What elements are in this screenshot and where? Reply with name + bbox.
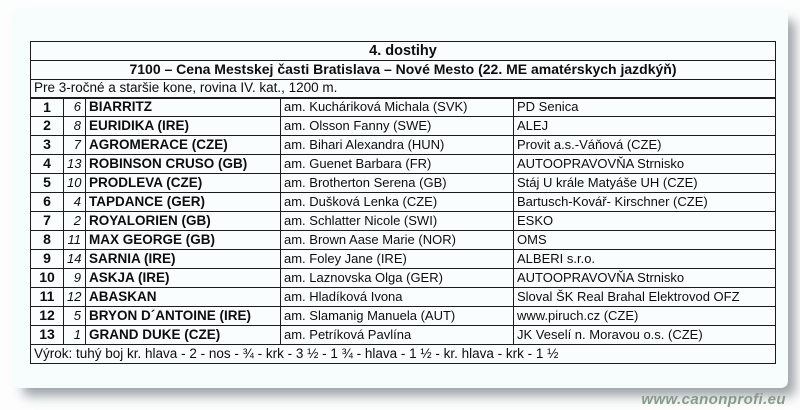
owner-name-cell: OMS (513, 230, 776, 250)
rider-name-cell: am. Bihari Alexandra (HUN) (280, 135, 514, 155)
horse-name-cell: TAPDANCE (GER) (85, 192, 281, 212)
result-row: 9 14 SARNIA (IRE) am. Foley Jane (IRE) A… (30, 249, 776, 269)
finish-place-cell: 2 (30, 116, 64, 136)
horse-name-cell: GRAND DUKE (CZE) (85, 325, 281, 345)
program-number-cell: 6 (63, 97, 86, 117)
horse-name-cell: ASKJA (IRE) (85, 268, 281, 288)
owner-name-cell: Sloval ŠK Real Brahal Elektrovod OFZ (513, 287, 776, 307)
program-number-cell: 9 (63, 268, 86, 288)
rider-name-cell: am. Guenet Barbara (FR) (280, 154, 514, 174)
rider-name-cell: am. Hladíková Ivona (280, 287, 514, 307)
owner-name-cell: Stáj U krále Matyáše UH (CZE) (513, 173, 776, 193)
finish-place-cell: 9 (30, 249, 64, 269)
rider-name-cell: am. Brown Aase Marie (NOR) (280, 230, 514, 250)
finish-place-cell: 6 (30, 192, 64, 212)
result-row: 8 11 MAX GEORGE (GB) am. Brown Aase Mari… (30, 230, 776, 250)
owner-name-cell: ALBERI s.r.o. (513, 249, 776, 269)
horse-name-cell: PRODLEVA (CZE) (85, 173, 281, 193)
rider-name-cell: am. Schlatter Nicole (SWI) (280, 211, 514, 231)
verdict-row: Výrok: tuhý boj kr. hlava - 2 - nos - ¾ … (30, 344, 776, 364)
result-row: 12 5 BRYON D´ANTOINE (IRE) am. Slamanig … (30, 306, 776, 326)
program-number-cell: 1 (63, 325, 86, 345)
program-number-cell: 11 (63, 230, 86, 250)
horse-name-cell: MAX GEORGE (GB) (85, 230, 281, 250)
rider-name-cell: am. Laznovska Olga (GER) (280, 268, 514, 288)
owner-name-cell: ESKO (513, 211, 776, 231)
race-name: 7100 – Cena Mestskej časti Bratislava – … (30, 60, 776, 80)
race-title-row: 4. dostihy (30, 40, 776, 62)
watermark-text: www.canonprofi.eu (641, 391, 786, 408)
program-number-cell: 13 (63, 154, 86, 174)
race-results-table: 4. dostihy 7100 – Cena Mestskej časti Br… (30, 40, 776, 364)
race-conditions: Pre 3-ročné a staršie kone, rovina IV. k… (30, 78, 776, 99)
rider-name-cell: am. Foley Jane (IRE) (280, 249, 514, 269)
rider-name-cell: am. Dušková Lenka (CZE) (280, 192, 514, 212)
horse-name-cell: AGROMERACE (CZE) (85, 135, 281, 155)
program-number-cell: 7 (63, 135, 86, 155)
result-row: 1 6 BIARRITZ am. Kucháriková Michala (SV… (30, 97, 776, 117)
rider-name-cell: am. Brotherton Serena (GB) (280, 173, 514, 193)
finish-place-cell: 3 (30, 135, 64, 155)
program-number-cell: 12 (63, 287, 86, 307)
finish-place-cell: 4 (30, 154, 64, 174)
horse-name-cell: ROBINSON CRUSO (GB) (85, 154, 281, 174)
race-name-row: 7100 – Cena Mestskej časti Bratislava – … (30, 60, 776, 80)
rider-name-cell: am. Olsson Fanny (SWE) (280, 116, 514, 136)
program-number-cell: 2 (63, 211, 86, 231)
finish-place-cell: 12 (30, 306, 64, 326)
rider-name-cell: am. Petríková Pavlína (280, 325, 514, 345)
race-title: 4. dostihy (30, 40, 776, 62)
owner-name-cell: JK Veselí n. Moravou o.s. (CZE) (513, 325, 776, 345)
result-row: 7 2 ROYALORIEN (GB) am. Schlatter Nicole… (30, 211, 776, 231)
horse-name-cell: SARNIA (IRE) (85, 249, 281, 269)
result-row: 4 13 ROBINSON CRUSO (GB) am. Guenet Barb… (30, 154, 776, 174)
finish-place-cell: 10 (30, 268, 64, 288)
program-number-cell: 14 (63, 249, 86, 269)
rider-name-cell: am. Slamanig Manuela (AUT) (280, 306, 514, 326)
program-number-cell: 10 (63, 173, 86, 193)
program-number-cell: 4 (63, 192, 86, 212)
owner-name-cell: www.piruch.cz (CZE) (513, 306, 776, 326)
result-row: 2 8 EURIDIKA (IRE) am. Olsson Fanny (SWE… (30, 116, 776, 136)
owner-name-cell: Bartusch-Kovář- Kirschner (CZE) (513, 192, 776, 212)
result-row: 13 1 GRAND DUKE (CZE) am. Petríková Pavl… (30, 325, 776, 345)
owner-name-cell: AUTOOPRAVOVŇA Strnisko (513, 154, 776, 174)
finish-place-cell: 11 (30, 287, 64, 307)
result-row: 5 10 PRODLEVA (CZE) am. Brotherton Seren… (30, 173, 776, 193)
verdict-text: Výrok: tuhý boj kr. hlava - 2 - nos - ¾ … (30, 344, 776, 364)
result-row: 10 9 ASKJA (IRE) am. Laznovska Olga (GER… (30, 268, 776, 288)
horse-name-cell: ABASKAN (85, 287, 281, 307)
program-number-cell: 8 (63, 116, 86, 136)
finish-place-cell: 13 (30, 325, 64, 345)
program-number-cell: 5 (63, 306, 86, 326)
owner-name-cell: PD Senica (513, 97, 776, 117)
rider-name-cell: am. Kucháriková Michala (SVK) (280, 97, 514, 117)
result-row: 3 7 AGROMERACE (CZE) am. Bihari Alexandr… (30, 135, 776, 155)
results-body: 1 6 BIARRITZ am. Kucháriková Michala (SV… (30, 97, 776, 345)
finish-place-cell: 5 (30, 173, 64, 193)
owner-name-cell: Provit a.s.-Váňová (CZE) (513, 135, 776, 155)
owner-name-cell: ALEJ (513, 116, 776, 136)
document-sheet: 4. dostihy 7100 – Cena Mestskej časti Br… (12, 8, 788, 388)
horse-name-cell: BRYON D´ANTOINE (IRE) (85, 306, 281, 326)
horse-name-cell: EURIDIKA (IRE) (85, 116, 281, 136)
finish-place-cell: 8 (30, 230, 64, 250)
race-conditions-row: Pre 3-ročné a staršie kone, rovina IV. k… (30, 78, 776, 99)
finish-place-cell: 7 (30, 211, 64, 231)
result-row: 11 12 ABASKAN am. Hladíková Ivona Sloval… (30, 287, 776, 307)
horse-name-cell: ROYALORIEN (GB) (85, 211, 281, 231)
result-row: 6 4 TAPDANCE (GER) am. Dušková Lenka (CZ… (30, 192, 776, 212)
owner-name-cell: AUTOOPRAVOVŇA Strnisko (513, 268, 776, 288)
horse-name-cell: BIARRITZ (85, 97, 281, 117)
finish-place-cell: 1 (30, 97, 64, 117)
